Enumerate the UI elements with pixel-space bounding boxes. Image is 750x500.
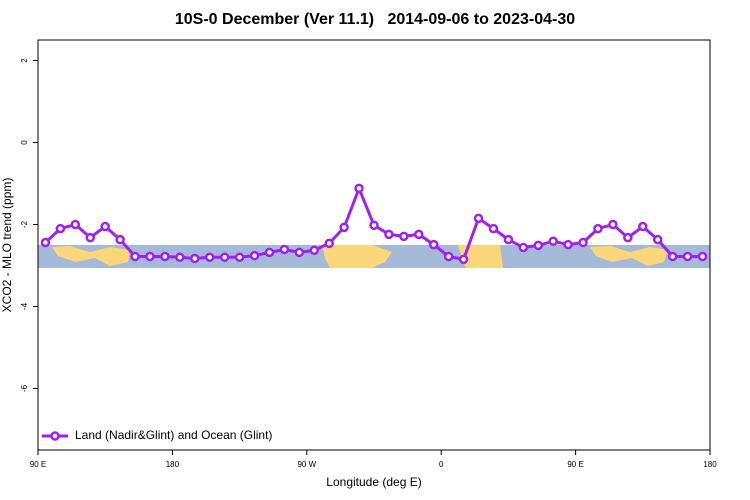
point	[85, 232, 96, 243]
point	[369, 220, 379, 231]
point	[443, 251, 454, 262]
point	[100, 221, 110, 232]
x-tick-label: 90 E	[567, 460, 583, 469]
point	[175, 252, 185, 263]
point	[384, 229, 394, 240]
point	[697, 251, 708, 262]
point	[145, 251, 155, 262]
x-tick-label: 180	[166, 460, 180, 469]
x-tick-label: 0	[439, 460, 444, 469]
point	[667, 251, 678, 262]
point	[219, 252, 230, 263]
x-tick-label: 90 W	[297, 460, 316, 469]
x-axis-label: Longitude (deg E)	[326, 475, 421, 489]
point	[488, 223, 499, 234]
point	[40, 237, 51, 248]
point	[593, 223, 603, 234]
point	[548, 236, 558, 247]
point	[638, 221, 648, 232]
y-tick-label: 0	[20, 140, 29, 145]
point	[354, 183, 364, 194]
x-tick-label: 180	[703, 460, 717, 469]
point	[563, 239, 573, 250]
point	[458, 254, 469, 265]
point	[55, 223, 66, 234]
y-tick-label: 2	[20, 58, 29, 63]
point	[518, 242, 529, 253]
point	[234, 252, 245, 263]
land	[52, 246, 130, 266]
plot-frame	[37, 39, 711, 451]
land	[590, 246, 668, 266]
y-tick-label: -4	[20, 302, 29, 310]
y-tick-label: -2	[20, 220, 29, 228]
land	[322, 245, 392, 268]
point	[279, 244, 290, 255]
point	[608, 219, 618, 230]
point	[428, 239, 439, 250]
point	[399, 231, 409, 242]
point	[204, 252, 215, 263]
point	[294, 247, 305, 258]
legend-marker	[50, 431, 60, 441]
point	[190, 253, 200, 264]
point	[533, 240, 544, 251]
x-tick-label: 90 E	[30, 460, 46, 469]
point	[115, 234, 125, 245]
point	[249, 250, 260, 261]
point	[339, 222, 349, 233]
point	[473, 213, 484, 224]
point	[652, 234, 663, 245]
point	[70, 219, 81, 230]
point	[578, 237, 588, 248]
point	[309, 245, 320, 256]
point	[503, 234, 514, 245]
y-tick-label: -6	[20, 384, 29, 392]
point	[130, 251, 140, 262]
legend-label: Land (Nadir&Glint) and Ocean (Glint)	[75, 428, 272, 442]
map-band	[38, 245, 710, 268]
point	[264, 247, 275, 258]
land	[458, 245, 503, 268]
point	[414, 229, 424, 240]
point	[324, 238, 334, 249]
point	[160, 251, 170, 262]
point	[623, 232, 633, 243]
chart-title: 10S-0 December (Ver 11.1) 2014-09-06 to …	[175, 11, 575, 28]
y-axis-label: XCO2 - MLO trend (ppm)	[0, 178, 14, 313]
point	[682, 251, 693, 262]
